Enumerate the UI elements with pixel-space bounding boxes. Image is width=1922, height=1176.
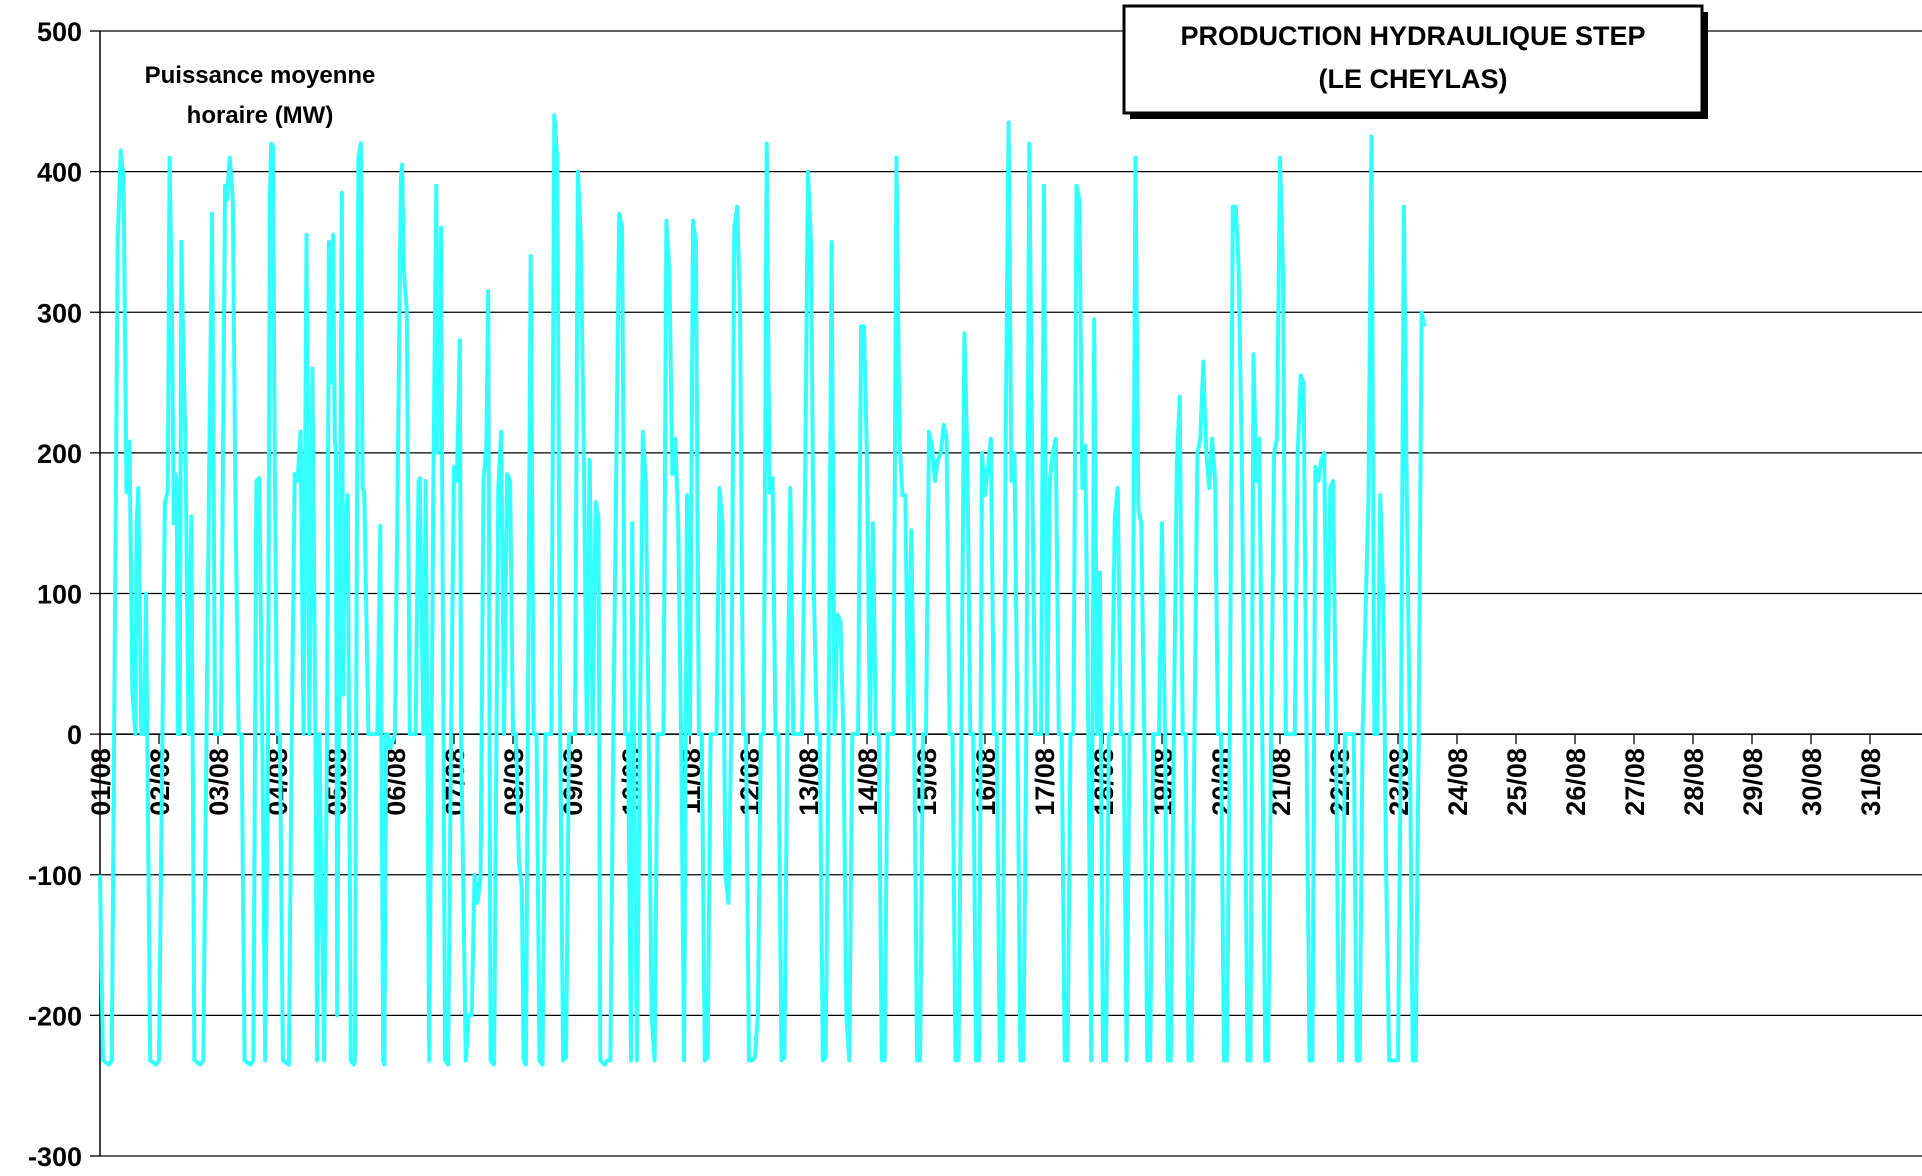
y-axis-label-line-2: horaire (MW) <box>187 102 334 129</box>
series-layer <box>98 113 1427 1067</box>
y-tick-label-3: 200 <box>37 439 82 469</box>
x-tick-label-25: 26/08 <box>1561 748 1591 816</box>
title-box <box>1122 4 1704 115</box>
x-tick-label-28: 29/08 <box>1738 748 1768 816</box>
y-tick-label-7: -200 <box>28 1001 82 1031</box>
chart-title-box: PRODUCTION HYDRAULIQUE STEP (LE CHEYLAS) <box>1122 4 1708 119</box>
x-tick-label-30: 31/08 <box>1856 748 1886 816</box>
y-tick-label-4: 100 <box>37 580 82 610</box>
y-axis-label: Puissance moyenne horaire (MW) <box>145 62 376 129</box>
x-tick-label-26: 27/08 <box>1620 748 1650 816</box>
y-tick-labels: 500 400 300 200 100 0 -100 -200 -300 <box>28 17 82 1172</box>
x-tick-label-0: 01/08 <box>86 748 116 816</box>
x-tick-label-21: 22/08 <box>1325 748 1355 816</box>
y-tick-label-1: 400 <box>37 158 82 188</box>
chart-title-line-1: PRODUCTION HYDRAULIQUE STEP <box>1180 21 1645 51</box>
y-axis-label-line-1: Puissance moyenne <box>145 62 376 89</box>
x-tick-label-27: 28/08 <box>1679 748 1709 816</box>
y-tick-label-5: 0 <box>67 720 82 750</box>
x-tick-label-2: 03/08 <box>204 748 234 816</box>
x-tick-label-16: 17/08 <box>1030 748 1060 816</box>
x-tick-label-23: 24/08 <box>1443 748 1473 816</box>
x-tick-label-7: 08/08 <box>499 748 529 816</box>
x-tick-label-29: 30/08 <box>1797 748 1827 816</box>
chart-title-line-2: (LE CHEYLAS) <box>1319 64 1508 94</box>
y-tick-label-8: -300 <box>28 1142 82 1172</box>
x-tick-label-14: 15/08 <box>912 748 942 816</box>
x-tick-label-8: 09/08 <box>558 748 588 816</box>
y-tick-label-6: -100 <box>28 861 82 891</box>
y-tick-label-0: 500 <box>37 17 82 47</box>
x-tick-label-24: 25/08 <box>1502 748 1532 816</box>
series-line-0 <box>98 113 1427 1067</box>
y-tick-label-2: 300 <box>37 298 82 328</box>
